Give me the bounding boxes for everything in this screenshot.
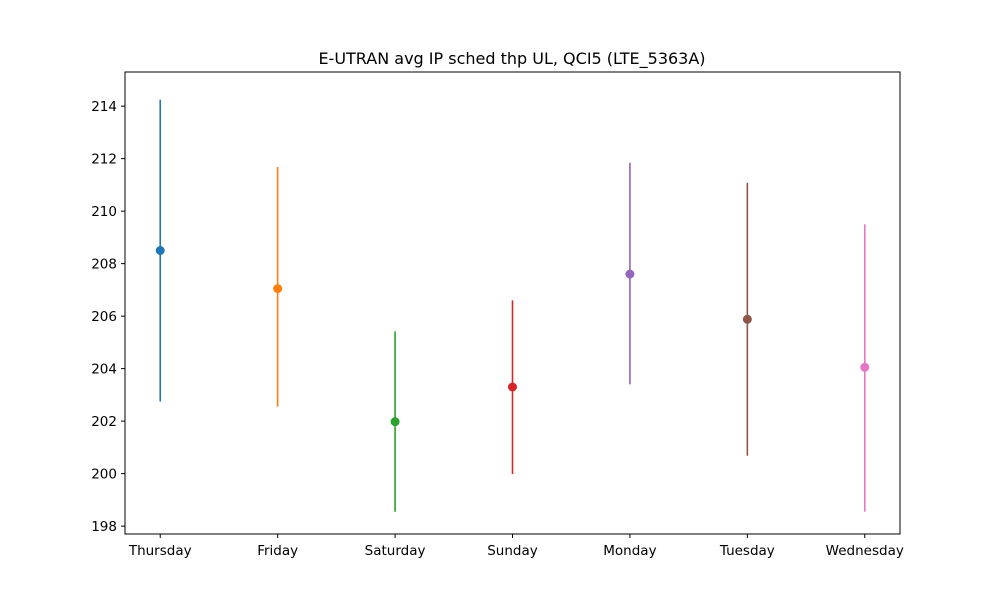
x-tick-label: Thursday: [128, 543, 192, 559]
mean-point: [390, 417, 400, 427]
x-tick-label: Sunday: [487, 543, 538, 559]
x-tick-label: Saturday: [365, 543, 426, 559]
y-tick-label: 200: [91, 467, 117, 483]
y-tick-label: 208: [91, 257, 117, 273]
y-tick-label: 214: [91, 99, 117, 115]
chart-title: E-UTRAN avg IP sched thp UL, QCI5 (LTE_5…: [318, 49, 705, 69]
y-tick-label: 212: [91, 152, 117, 168]
x-axis: Thursday Friday Saturday Sunday Monday Tuesda…: [128, 534, 904, 559]
y-tick-label: 206: [91, 309, 117, 325]
y-tick-label: 210: [91, 204, 117, 220]
mean-point: [742, 314, 752, 324]
mean-point: [860, 362, 870, 372]
x-tick-label: Wednesday: [826, 543, 904, 559]
y-tick-label: 204: [91, 362, 117, 378]
y-tick-label: 202: [91, 414, 117, 430]
x-tick-label: Monday: [603, 543, 656, 559]
mean-point: [625, 269, 635, 279]
mean-point: [273, 284, 283, 294]
x-tick-label: Friday: [257, 543, 298, 559]
mean-point: [155, 246, 165, 255]
mean-point: [508, 382, 517, 392]
y-axis: 198 200 202 204 206 208 210 212 214: [91, 99, 125, 535]
y-tick-label: 198: [91, 519, 117, 535]
x-tick-label: Tuesday: [719, 543, 775, 559]
plot-marks: [155, 99, 870, 512]
